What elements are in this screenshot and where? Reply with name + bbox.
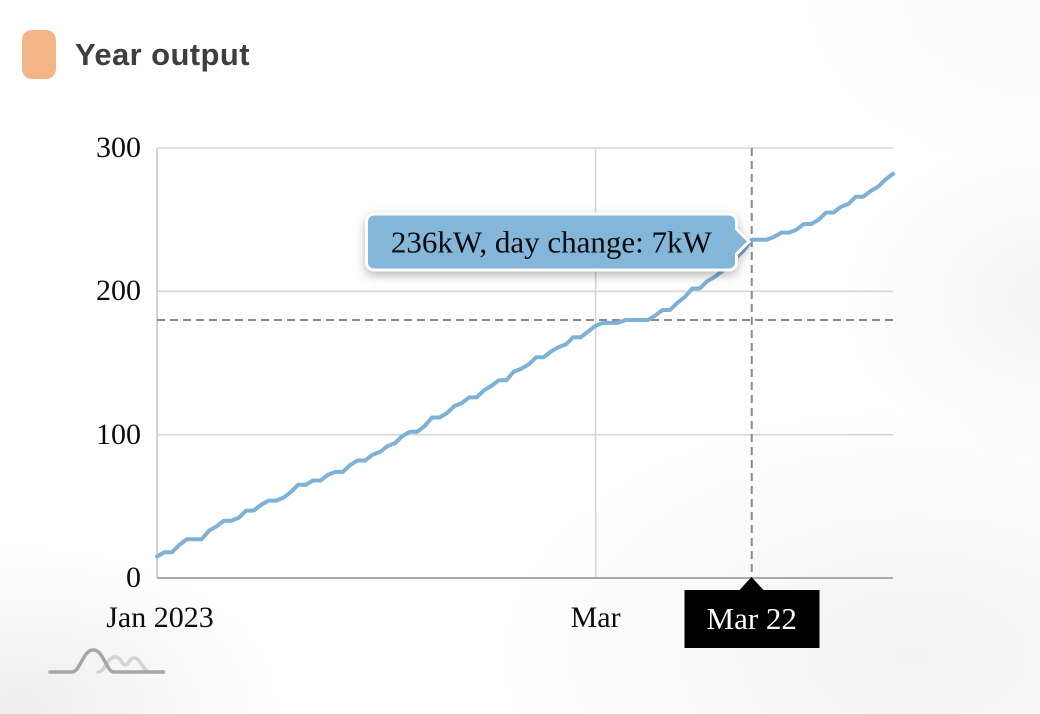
cursor-label-text: Mar 22 xyxy=(706,601,797,636)
value-tooltip: 236kW, day change: 7kW xyxy=(364,212,751,272)
chart-header: Year output xyxy=(22,30,250,79)
brand-logo-icon xyxy=(48,648,166,674)
tooltip-text: 236kW, day change: 7kW xyxy=(390,224,712,260)
cursor-label-arrow-icon xyxy=(739,577,764,590)
x-cursor-label: Mar 22 xyxy=(684,577,820,648)
page-title: Year output xyxy=(75,36,250,72)
output-series-line xyxy=(155,171,895,559)
series-layer xyxy=(155,171,895,559)
title-accent-icon xyxy=(22,30,56,79)
grid-layer xyxy=(156,147,893,579)
